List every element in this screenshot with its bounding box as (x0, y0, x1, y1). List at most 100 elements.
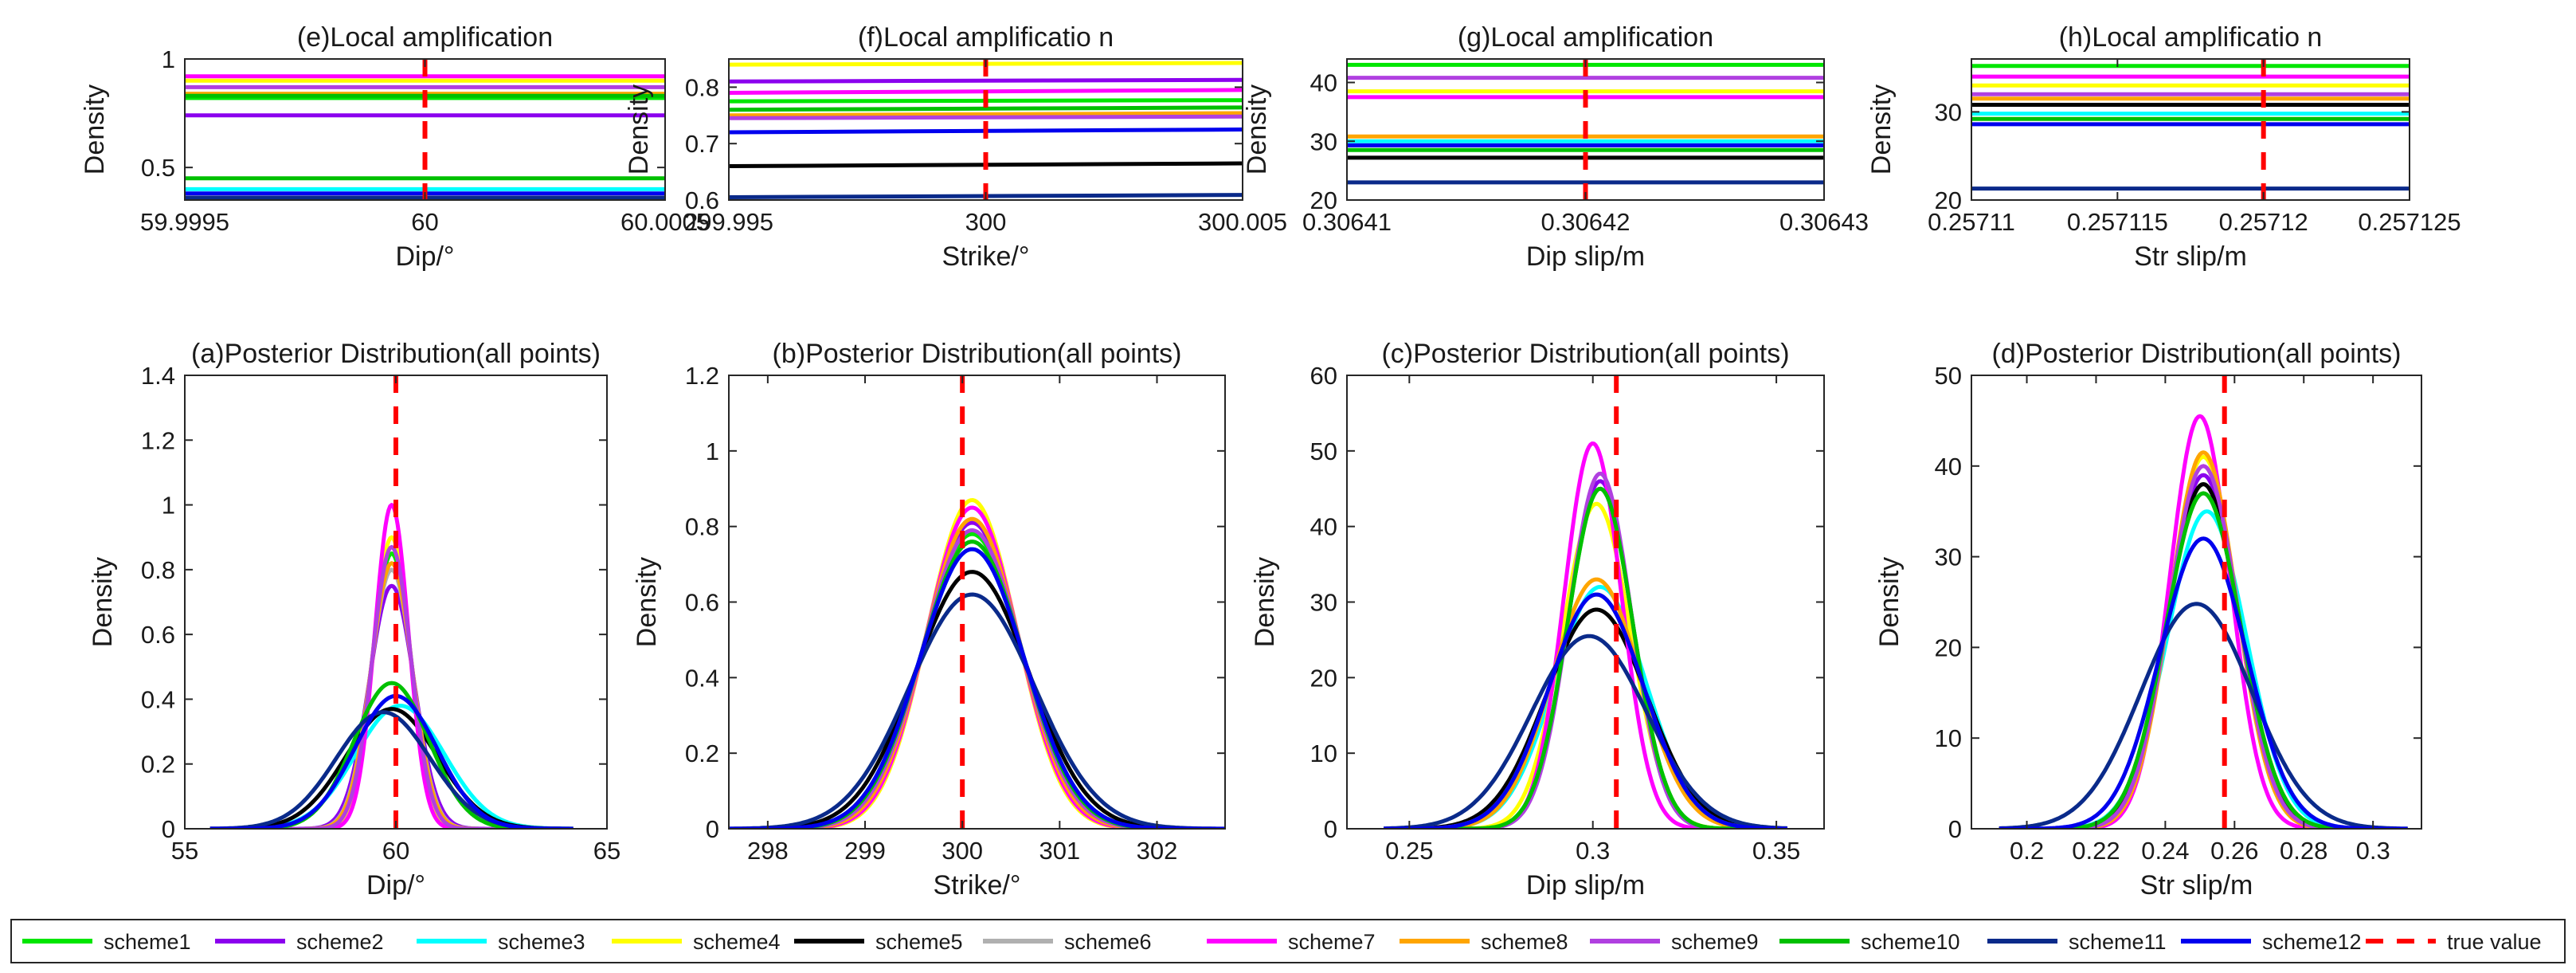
series-line-scheme1 (1999, 482, 2408, 829)
x-tick-label: 300.005 (1198, 208, 1287, 236)
series-line-scheme2 (209, 583, 574, 829)
x-tick-label: 298 (747, 837, 789, 865)
legend-label: scheme7 (1288, 930, 1376, 954)
chart-panel-2: 0.30641 0.30642 0.30643 20 30 40 (g)Local ampl… (1242, 22, 1869, 272)
x-axis-label: Str slip/m (2134, 241, 2247, 272)
y-axis-label: Density (624, 84, 654, 175)
x-tick-label: 59.9995 (140, 208, 229, 236)
series-line-scheme10 (1999, 491, 2408, 829)
series-line-scheme4 (209, 535, 574, 829)
x-tick-label: 299 (844, 837, 886, 865)
series-line-scheme10 (1383, 486, 1788, 829)
series-line-scheme2 (1383, 479, 1788, 829)
series-line-scheme6 (1383, 592, 1788, 829)
series-line-scheme2 (729, 77, 1243, 84)
series-line-scheme9 (729, 528, 1225, 829)
y-tick-label: 0 (162, 815, 175, 843)
series-line-scheme6 (209, 567, 574, 829)
chart-title: (c)Posterior Distribution(all points) (1381, 339, 1789, 369)
plot-area (185, 59, 665, 200)
plot-area (1347, 59, 1824, 200)
series-line-scheme3 (1999, 509, 2408, 829)
legend-item: scheme6 (983, 930, 1152, 954)
series-line-scheme2 (1999, 473, 2408, 829)
series-line-scheme8 (729, 516, 1225, 829)
legend-item: scheme2 (215, 930, 384, 954)
series-line-scheme7 (1383, 441, 1788, 829)
x-tick-label: 299.995 (684, 208, 773, 236)
chart-title: (a)Posterior Distribution(all points) (191, 339, 601, 369)
series-line-scheme5 (209, 707, 574, 829)
y-tick-label: 0.2 (685, 740, 719, 767)
series-line-scheme10 (209, 681, 574, 829)
y-tick-label: 10 (1310, 740, 1337, 767)
legend-item: scheme12 (2181, 930, 2362, 954)
axes-frame (728, 375, 1226, 830)
chart-title: (b)Posterior Distribution(all points) (773, 339, 1182, 369)
x-tick-label: 0.24 (2141, 837, 2189, 865)
x-tick-label: 0.257125 (2358, 208, 2461, 236)
chart-title: (h)Local amplificatio n (2059, 22, 2323, 53)
y-axis-label: Density (88, 557, 118, 647)
y-axis-label: Density (1242, 84, 1272, 175)
series-line-scheme9 (729, 114, 1243, 120)
legend-label: scheme9 (1671, 930, 1759, 954)
x-tick-label: 0.25711 (1928, 208, 2015, 236)
y-tick-label: 30 (1310, 589, 1337, 617)
x-tick-label: 60.0005 (621, 208, 710, 236)
legend-label: scheme6 (1064, 930, 1152, 954)
legend-item: scheme4 (612, 930, 781, 954)
x-tick-label: 60 (411, 208, 438, 236)
y-axis-label: Density (632, 557, 662, 647)
x-tick-label: 0.30643 (1779, 208, 1869, 236)
series-line-scheme9 (209, 544, 574, 829)
y-axis-label: Density (1874, 557, 1905, 647)
y-tick-label: 50 (1310, 437, 1337, 465)
y-tick-label: 1 (162, 492, 175, 520)
y-tick-label: 0.2 (141, 751, 175, 779)
x-tick-label: 301 (1039, 837, 1080, 865)
y-tick-label: 0.7 (685, 130, 719, 158)
x-tick-label: 0.257115 (2067, 208, 2168, 236)
chart-panel-5: 298 299 300 301 302 0 0.2 0.4 0.6 0.8 1 1.2 (b)Poste… (632, 339, 1226, 900)
y-axis-label: Density (1866, 84, 1897, 175)
series-line-scheme11 (1383, 634, 1788, 829)
series-line-scheme10 (729, 539, 1225, 829)
y-tick-label: 40 (1935, 453, 1962, 481)
series-line-scheme9 (1999, 464, 2408, 829)
x-tick-label: 55 (171, 837, 198, 865)
y-tick-label: 0.6 (685, 589, 719, 617)
y-tick-label: 40 (1310, 513, 1337, 541)
legend-label: scheme3 (498, 930, 585, 954)
x-tick-label: 0.2 (2010, 837, 2044, 865)
chart-title: (f)Local amplificatio n (858, 22, 1114, 53)
series-line-scheme7 (729, 505, 1225, 829)
series-line-scheme5 (729, 570, 1225, 829)
series-line-scheme4 (1383, 501, 1788, 829)
plot-area (729, 375, 1225, 829)
legend-item: scheme1 (22, 930, 191, 954)
series-line-scheme12 (1999, 536, 2408, 829)
legend-label: scheme4 (693, 930, 781, 954)
series-line-scheme3 (729, 547, 1225, 829)
chart-title: (d)Posterior Distribution(all points) (1992, 339, 2402, 369)
x-tick-label: 0.25 (1385, 837, 1433, 865)
plot-area (729, 59, 1243, 200)
legend-label: scheme1 (104, 930, 191, 954)
series-line-scheme6 (729, 539, 1225, 829)
y-axis-label: Density (80, 84, 110, 175)
chart-panel-1: 299.995 300 300.005 0.6 0.7 0.8 (f)Local ampli… (624, 22, 1287, 272)
series-line-scheme12 (209, 693, 574, 829)
y-tick-label: 60 (1310, 362, 1337, 390)
chart-panel-0: 59.9995 60 60.0005 0.5 1 (e)Local amplificati… (80, 22, 710, 272)
y-tick-label: 0.6 (685, 186, 719, 214)
x-axis-label: Strike/° (934, 870, 1021, 900)
series-line-scheme11 (1999, 602, 2408, 829)
series-line-scheme1 (729, 532, 1225, 829)
legend-label: scheme10 (1861, 930, 1960, 954)
x-tick-label: 0.30641 (1302, 208, 1392, 236)
legend-label: scheme11 (2069, 930, 2167, 954)
legend-label: scheme5 (875, 930, 963, 954)
plot-area (1971, 59, 2410, 200)
